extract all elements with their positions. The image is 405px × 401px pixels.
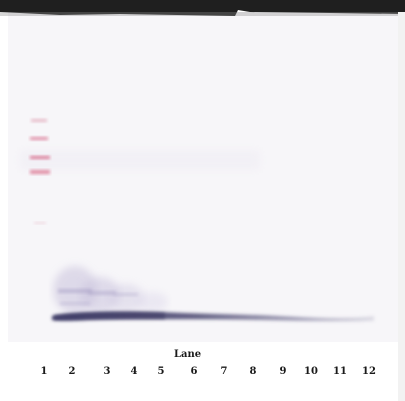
top-edge	[0, 0, 405, 16]
lane-label-2: 2	[68, 366, 76, 377]
lane-label-11: 11	[333, 366, 347, 377]
lane-label-12: 12	[362, 366, 376, 377]
lane-label-10: 10	[304, 366, 318, 377]
lane-label-9: 9	[279, 366, 287, 377]
lane-label-8: 8	[249, 366, 257, 377]
lane-label-1: 1	[40, 366, 48, 377]
main-band	[52, 311, 374, 322]
lane-label-5: 5	[157, 366, 165, 377]
protein-smear	[53, 266, 168, 314]
lane-label-6: 6	[190, 366, 198, 377]
lane-label-3: 3	[103, 366, 111, 377]
lane-label-7: 7	[220, 366, 228, 377]
ladder-marks	[30, 119, 50, 224]
lane-label-4: 4	[130, 366, 138, 377]
lane-axis-title: Lane	[174, 349, 202, 360]
